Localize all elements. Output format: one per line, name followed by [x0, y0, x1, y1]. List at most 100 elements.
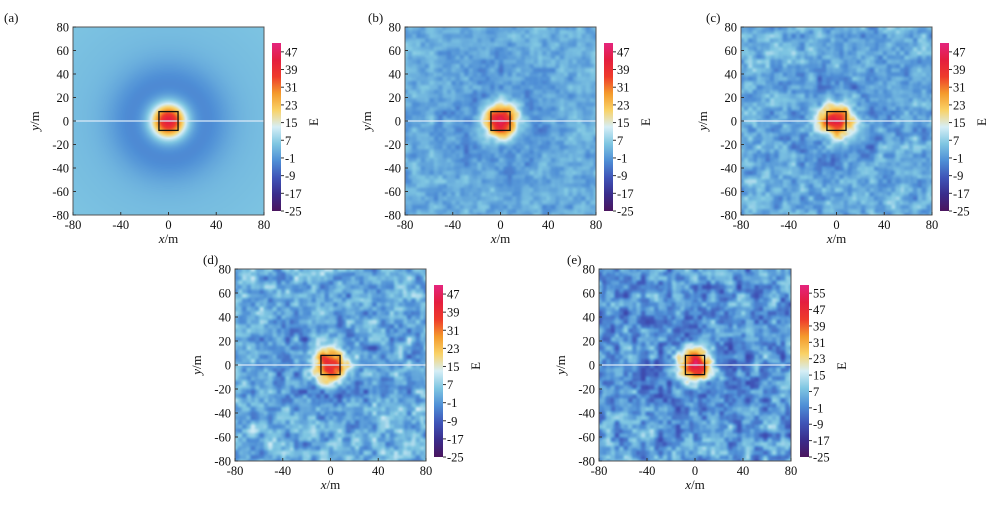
x-tick-label: -80 — [397, 218, 414, 232]
x-tick-label: 0 — [833, 218, 839, 232]
x-tick-label: -80 — [591, 464, 608, 478]
y-tick-label: 60 — [219, 287, 232, 301]
x-axis-label-unit: /m — [497, 231, 511, 246]
y-axis-label-unit: /m — [189, 355, 204, 369]
colorbar-tick-label: -17 — [285, 187, 302, 201]
colorbar-tick-label: 15 — [285, 116, 298, 130]
y-tick-label: 80 — [725, 21, 738, 35]
colorbar-tick-label: 31 — [285, 81, 298, 95]
colorbar-tick-label: 15 — [953, 116, 966, 130]
x-axis-label-unit: /m — [691, 477, 705, 492]
y-axis-label-unit: /m — [553, 355, 568, 369]
x-tick-label: 40 — [372, 464, 385, 478]
panel-label: (d) — [203, 252, 218, 267]
y-tick-label: -40 — [214, 407, 231, 421]
x-tick-label: -40 — [639, 464, 656, 478]
y-tick-label: -60 — [52, 185, 69, 199]
chart-panel-e: -80 -40 0 40 80806040200-20-40-60-80x/my/m(e… — [553, 252, 849, 492]
x-axis-label-unit: /m — [833, 231, 847, 246]
chart-panel-b: -80 -40 0 40 80806040200-20-40-60-80x/my/m(b… — [359, 10, 653, 246]
y-axis-label-var: y — [695, 125, 710, 133]
x-axis-label: x/m — [158, 231, 179, 246]
y-tick-label: 80 — [583, 263, 596, 277]
colorbar-tick-label: 23 — [447, 342, 460, 356]
x-tick-label: 80 — [420, 464, 433, 478]
y-tick-label: -60 — [384, 185, 401, 199]
colorbar-tick-label: 39 — [285, 63, 298, 77]
chart-panel-a: -80 -40 0 40 80806040200-20-40-60-80x/my/m(a… — [4, 10, 321, 246]
y-tick-label: 80 — [219, 263, 232, 277]
colorbar-tick-label: 15 — [447, 360, 460, 374]
panel-label: (e) — [567, 252, 581, 267]
source-square — [490, 110, 511, 132]
panel-label: (c) — [706, 10, 720, 25]
colorbar-tick-label: -25 — [617, 205, 634, 219]
x-tick-label: -40 — [444, 218, 461, 232]
chart-panel-d: -80 -40 0 40 80806040200-20-40-60-80x/my/m(d… — [189, 252, 483, 492]
colorbar — [272, 43, 281, 211]
y-tick-label: 0 — [589, 359, 595, 373]
colorbar-tick-label: -25 — [953, 205, 970, 219]
colorbar-tick-label: 23 — [953, 98, 966, 112]
colorbar-title: E — [974, 118, 989, 126]
x-tick-label: 40 — [210, 218, 223, 232]
y-tick-label: -40 — [578, 407, 595, 421]
y-axis-label: y/m — [189, 355, 204, 377]
y-tick-label: 40 — [57, 68, 70, 82]
y-tick-label: 80 — [389, 21, 402, 35]
colorbar-title: E — [638, 118, 653, 126]
x-tick-label: 80 — [926, 218, 939, 232]
x-tick-label: -80 — [65, 218, 82, 232]
x-tick-label: -40 — [780, 218, 797, 232]
y-tick-label: 0 — [63, 115, 69, 129]
y-tick-label: 60 — [583, 287, 596, 301]
x-axis-label-var: x — [684, 477, 691, 492]
y-axis-label-var: y — [359, 125, 374, 133]
colorbar — [940, 43, 949, 211]
y-tick-label: 40 — [583, 311, 596, 325]
x-axis-label-var: x — [320, 477, 327, 492]
colorbar-tick-label: -25 — [813, 451, 830, 465]
y-tick-label: -80 — [384, 209, 401, 223]
colorbar-tick-label: 7 — [813, 385, 819, 399]
colorbar-title: E — [306, 118, 321, 126]
y-axis-label-unit: /m — [27, 111, 42, 125]
colorbar-tick-label: 47 — [447, 288, 460, 302]
colorbar-tick-label: -9 — [447, 414, 457, 428]
colorbar — [800, 285, 809, 457]
chart-panel-c: -80 -40 0 40 80806040200-20-40-60-80x/my/m(c… — [695, 10, 989, 246]
y-tick-label: -20 — [214, 383, 231, 397]
colorbar-tick-label: 47 — [617, 45, 630, 59]
x-axis-label-unit: /m — [327, 477, 341, 492]
y-tick-label: -20 — [578, 383, 595, 397]
y-tick-label: -80 — [214, 455, 231, 469]
colorbar-title: E — [834, 362, 849, 370]
x-tick-label: 0 — [692, 464, 698, 478]
x-axis-label-var: x — [826, 231, 833, 246]
y-axis-label-var: y — [553, 369, 568, 377]
colorbar-tick-label: 47 — [813, 303, 826, 317]
y-tick-label: -80 — [578, 455, 595, 469]
y-tick-label: 20 — [57, 91, 70, 105]
y-tick-label: 80 — [57, 21, 70, 35]
y-axis-label: y/m — [553, 355, 568, 377]
panel-label: (a) — [4, 10, 18, 25]
panel-label: (b) — [368, 10, 383, 25]
y-tick-label: -40 — [720, 162, 737, 176]
colorbar-tick-label: 7 — [617, 134, 623, 148]
colorbar-tick-label: 15 — [617, 116, 630, 130]
colorbar-tick-label: -9 — [285, 169, 295, 183]
colorbar-tick-label: 39 — [447, 306, 460, 320]
y-tick-label: -20 — [720, 138, 737, 152]
y-tick-label: -60 — [214, 431, 231, 445]
x-tick-label: -80 — [733, 218, 750, 232]
y-axis-label: y/m — [359, 111, 374, 133]
x-tick-label: 40 — [542, 218, 555, 232]
source-square — [826, 110, 847, 132]
y-tick-label: 0 — [225, 359, 231, 373]
colorbar-tick-label: 31 — [447, 324, 460, 338]
colorbar-tick-label: -9 — [813, 418, 823, 432]
colorbar-tick-label: 55 — [813, 287, 826, 301]
y-axis-label-unit: /m — [359, 111, 374, 125]
x-axis-label: x/m — [320, 477, 341, 492]
